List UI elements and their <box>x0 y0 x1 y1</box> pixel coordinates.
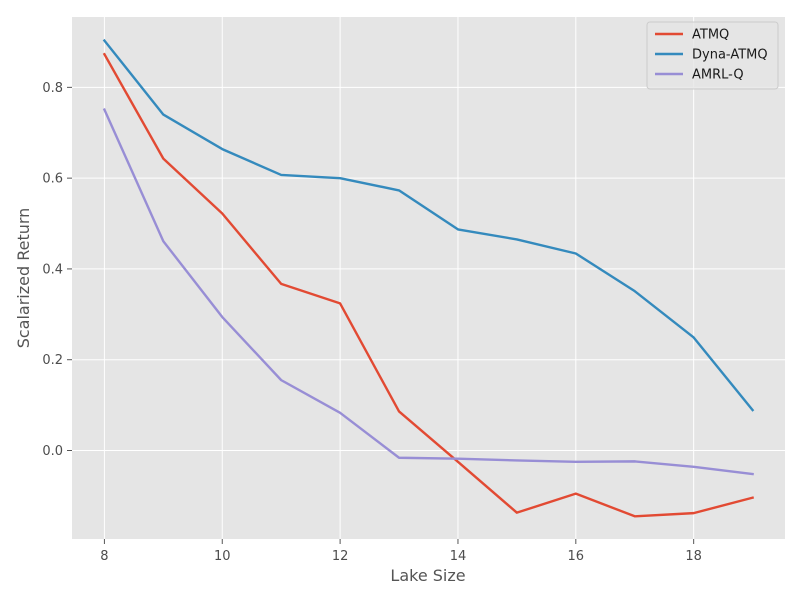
y-tick-label: 0.6 <box>42 172 63 187</box>
x-tick-label: 14 <box>450 549 467 564</box>
x-tick-label: 18 <box>685 549 702 564</box>
y-axis-ticks: 0.0 0.2 0.4 0.6 0.8 <box>42 81 72 459</box>
x-tick-label: 16 <box>568 549 585 564</box>
x-tick-label: 8 <box>100 549 108 564</box>
y-tick-label: 0.4 <box>42 262 63 277</box>
grid-lines <box>72 17 785 539</box>
series-lines <box>102 38 755 518</box>
legend-label-atmq: ATMQ <box>692 28 729 43</box>
y-tick-label: 0.0 <box>42 444 63 459</box>
x-axis-label: Lake Size <box>390 566 465 585</box>
legend: ATMQ Dyna-ATMQ AMRL-Q <box>646 21 779 90</box>
x-tick-label: 10 <box>214 549 231 564</box>
legend-label-amrl-q: AMRL-Q <box>692 68 744 83</box>
series-line-dyna-atmq <box>102 38 755 412</box>
legend-label-dyna-atmq: Dyna-ATMQ <box>692 48 768 63</box>
series-line-amrl-q <box>102 108 754 476</box>
y-tick-label: 0.8 <box>42 81 63 96</box>
y-axis-label: Scalarized Return <box>14 208 33 349</box>
series-line-atmq <box>102 52 755 518</box>
x-axis-ticks: 8 10 12 14 16 18 <box>100 539 702 564</box>
plot-background <box>72 17 785 539</box>
x-tick-label: 12 <box>332 549 349 564</box>
legend-box <box>646 21 779 90</box>
y-tick-label: 0.2 <box>42 353 63 368</box>
